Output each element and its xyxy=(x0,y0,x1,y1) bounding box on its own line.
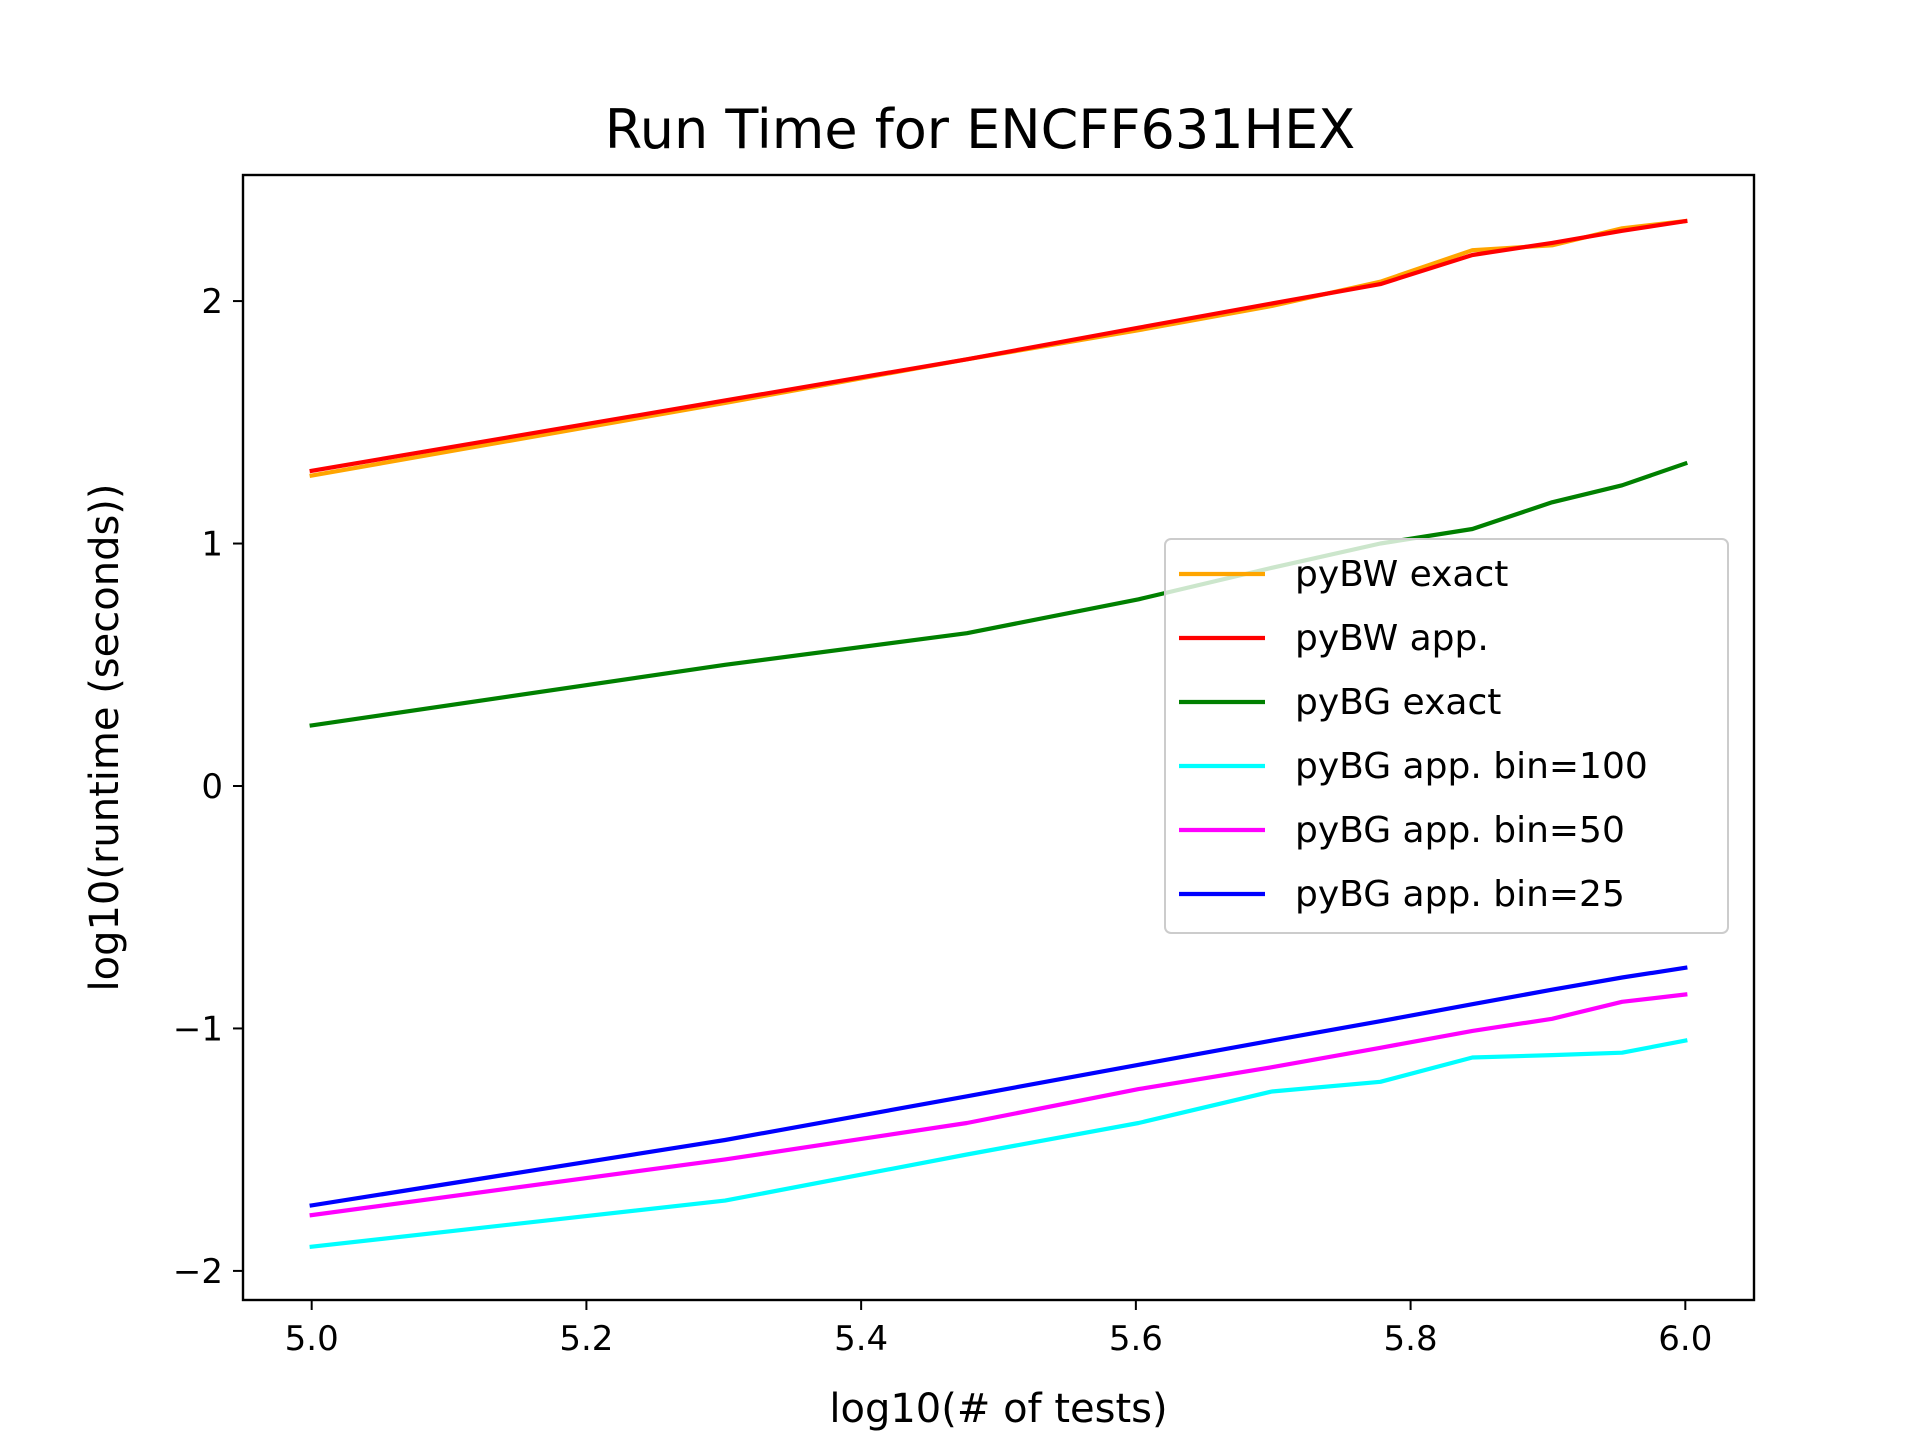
x-tick-label: 5.0 xyxy=(285,1319,339,1359)
y-tick-label: 1 xyxy=(201,525,223,565)
y-tick-label: 2 xyxy=(201,282,223,322)
x-tick-label: 5.8 xyxy=(1384,1319,1438,1359)
x-tick-label: 5.4 xyxy=(834,1319,888,1359)
series-line-3 xyxy=(309,1038,1688,1250)
y-axis-label: log10(runtime (seconds)) xyxy=(82,483,128,991)
x-axis-label: log10(# of tests) xyxy=(829,1386,1167,1432)
x-tick-label: 5.6 xyxy=(1109,1319,1163,1359)
legend-label-3: pyBG app. bin=100 xyxy=(1295,746,1648,787)
legend: pyBW exact pyBW app. pyBG exact pyBG app. b… xyxy=(1164,538,1729,934)
legend-label-5: pyBG app. bin=25 xyxy=(1295,874,1625,915)
y-tick-label: −2 xyxy=(173,1252,223,1292)
series-line-5 xyxy=(309,965,1688,1208)
y-axis: −2 −1 0 1 2 xyxy=(173,282,243,1292)
x-tick-label: 5.2 xyxy=(559,1319,613,1359)
y-tick-label: 0 xyxy=(201,767,223,807)
x-axis: 5.0 5.2 5.4 5.6 5.8 6.0 xyxy=(285,1300,1712,1359)
x-tick-label: 6.0 xyxy=(1658,1319,1712,1359)
legend-label-4: pyBG app. bin=50 xyxy=(1295,810,1625,851)
legend-label-0: pyBW exact xyxy=(1295,554,1508,595)
plot-frame xyxy=(241,173,1756,1302)
series-line-1 xyxy=(309,218,1688,474)
y-tick-label: −1 xyxy=(173,1009,223,1049)
series-line-4 xyxy=(309,992,1688,1218)
legend-label-2: pyBG exact xyxy=(1295,682,1501,723)
chart-title: Run Time for ENCFF631HEX xyxy=(605,98,1356,161)
legend-box xyxy=(1164,538,1729,934)
legend-label-1: pyBW app. xyxy=(1295,618,1489,659)
